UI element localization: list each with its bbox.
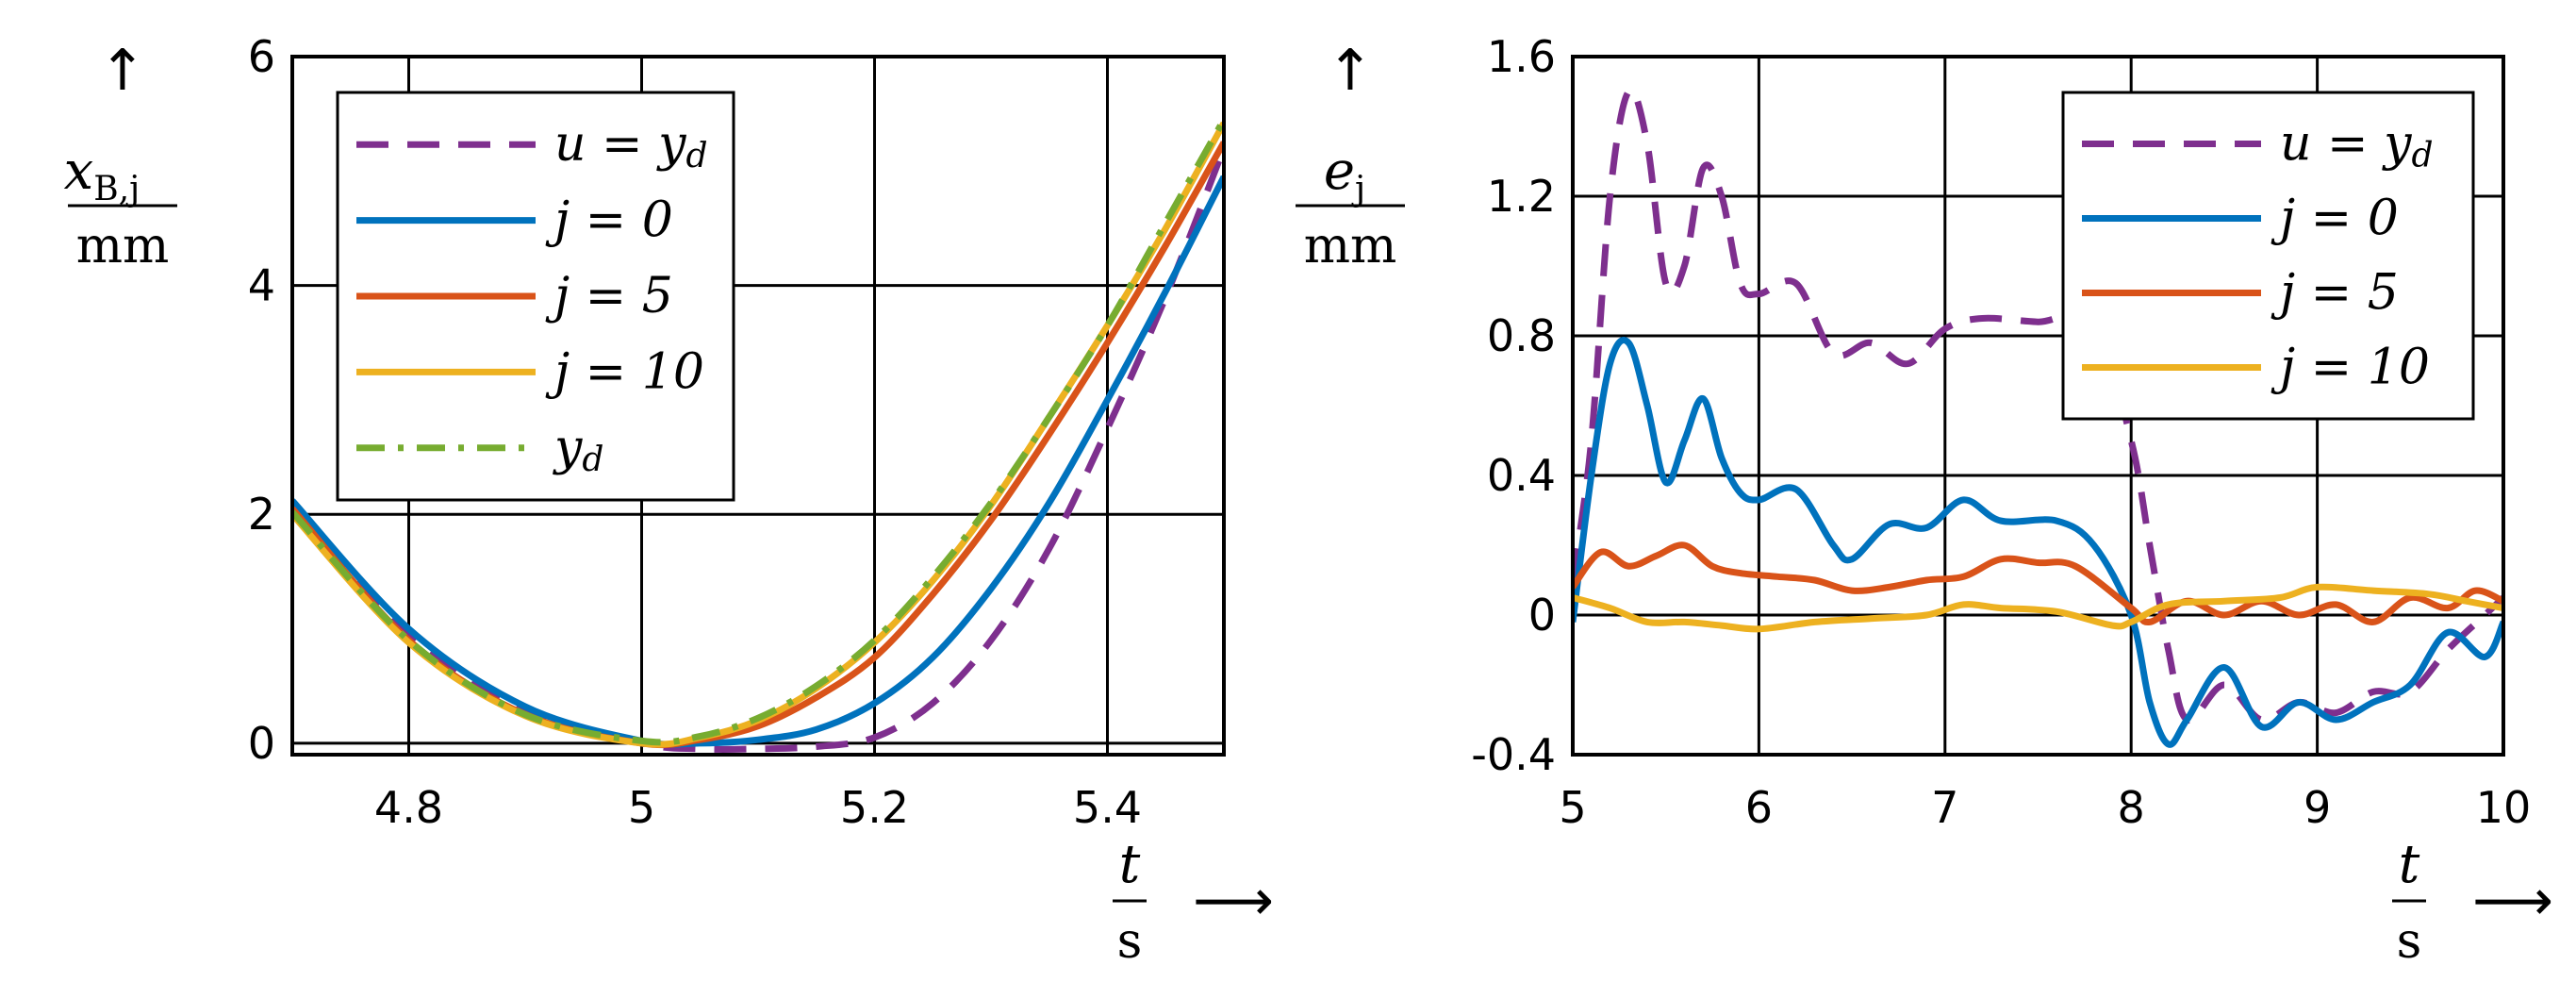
y-axis-arrow: ↑ [1327,38,1374,104]
legend-label-4: j = 10 [2271,340,2430,396]
x-tick-label: 7 [1931,782,1958,833]
series-line-2 [292,175,1224,748]
legend-label-2: j = 0 [545,192,673,249]
chart-1: 4.8 5 5.2 5.4 0 2 4 6 ↑ xB,j mm ts ⟶ u = yd j = 0 j = 5… [64,31,1274,970]
x-tick-label: 9 [2304,782,2331,833]
x-tick-label: 10 [2476,782,2532,833]
x-tick-label: 4.8 [374,782,443,833]
y-axis-label-denominator: mm [76,218,170,275]
legend-label-1: u = yd [554,116,708,175]
y-axis-label-denominator: mm [1304,218,1397,275]
x-axis-label-denominator: s [2397,913,2422,970]
y-tick-label: 0 [1528,590,1556,641]
x-tick-label: 6 [1745,782,1773,833]
x-axis-label-denominator: s [1117,913,1143,970]
axes-box [1571,55,2505,757]
y-tick-label: 0.4 [1487,450,1556,501]
legend-label-3: j = 5 [2271,265,2399,322]
axes-box [290,55,1226,757]
legend: u = yd j = 0 j = 5 j = 10 [2061,91,2475,421]
x-axis-arrow: ⟶ [2472,868,2553,934]
y-tick-label: 4 [248,260,275,311]
y-tick-label: 1.6 [1487,31,1556,82]
legend-label-4: j = 10 [545,343,704,400]
y-tick-label: 0.8 [1487,310,1556,361]
x-axis-label-numerator: t [2399,834,2420,895]
legend-label-2: j = 0 [2271,191,2399,247]
legend-label-1: u = yd [2280,116,2434,175]
x-axis-arrow: ⟶ [1193,868,1274,934]
y-tick-label: 6 [248,31,275,82]
y-tick-label: 1.2 [1487,171,1556,222]
x-tick-label: 8 [2118,782,2145,833]
series-line-4 [292,121,1224,748]
series-line-4 [1573,583,2503,633]
y-tick-label: 2 [248,489,275,540]
x-tick-label: 5.2 [840,782,909,833]
y-tick-label: -0.4 [1471,729,1556,780]
y-tick-label: 0 [248,718,275,769]
series-line-1 [292,146,1224,753]
series-line-3 [1573,541,2503,626]
y-axis-arrow: ↑ [99,38,146,104]
series-line-2 [1573,337,2503,748]
legend-label-3: j = 5 [545,268,673,325]
chart-2: 5 6 7 8 9 10 -0.4 0 0.4 0.8 1.2 1.6 ↑ ej mm ts ⟶ u = yd j … [1296,31,2553,970]
y-axis-label-numerator: xB,j [64,141,140,208]
x-tick-label: 5 [1559,782,1586,833]
x-axis-label-numerator: t [1119,834,1141,895]
x-tick-label: 5.4 [1073,782,1142,833]
y-axis-label-numerator: ej [1324,141,1365,208]
x-tick-label: 5 [628,782,655,833]
